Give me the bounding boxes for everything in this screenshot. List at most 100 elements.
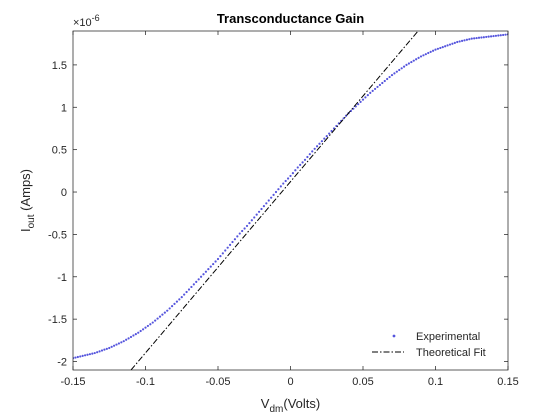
experimental-point [458,40,461,43]
experimental-point [492,34,495,38]
x-tick-label: -0.05 [205,376,230,388]
x-tick-label: 0 [287,376,293,388]
experimental-point [209,265,212,268]
experimental-point [129,335,133,339]
legend-box [366,324,504,364]
experimental-point [117,342,121,345]
y-tick-label: 1.5 [52,60,67,72]
experimental-point [219,255,222,258]
experimental-point [468,38,471,41]
legend: Experimental Theoretical Fit [366,324,504,364]
theoretical-fit-line [130,31,419,370]
experimental-point [183,293,186,296]
experimental-point [482,36,485,39]
experimental-point [453,41,456,44]
experimental-point [236,235,239,238]
experimental-point [202,273,205,276]
experimental-point [487,35,490,38]
chart-title: Transconductance Gain [217,11,364,26]
experimental-point [361,98,365,101]
experimental-point [284,179,287,183]
experimental-point [330,129,333,133]
experimental-point [156,317,159,320]
experimental-point [221,252,224,255]
experimental-point [451,42,454,45]
experimental-point [427,51,430,55]
experimental-point [436,47,440,50]
experimental-point [214,260,217,263]
legend-marker-swatch [392,334,396,338]
experimental-point [103,348,106,351]
experimental-point [168,307,171,310]
experimental-point [378,83,382,87]
experimental-point [502,33,505,37]
experimental-point [224,249,227,252]
legend-entry: Experimental [392,331,480,343]
experimental-point [226,246,229,249]
y-tick-label: -0.5 [48,229,67,241]
experimental-point [178,298,181,301]
experimental-point [424,53,427,56]
experimental-point [485,35,488,39]
legend-entry: Theoretical Fit [372,347,486,359]
experimental-point [494,34,498,37]
experimental-point [419,55,423,58]
experimental-point [86,353,89,356]
experimental-point [383,79,386,83]
legend-label: Experimental [416,331,480,343]
experimental-point [422,54,425,57]
experimental-point [137,331,140,334]
experimental-point [325,134,328,138]
experimental-point [228,243,232,246]
experimental-point [366,94,369,97]
experimental-point [402,65,406,68]
experimental-point [204,270,208,273]
experimental-point [398,68,401,72]
experimental-point [127,337,130,340]
y-axis-ticks: -2 -1.5 -1 -0.5 0 0.5 1 1.5 [48,60,508,369]
experimental-point [400,67,403,70]
experimental-point [105,347,108,350]
experimental-point [291,171,295,175]
experimental-point [139,329,142,333]
experimental-point [144,326,147,329]
experimental-point [81,354,84,357]
experimental-point [381,81,384,85]
experimental-point [296,166,299,169]
experimental-point [207,268,210,271]
y-tick-label: -1 [57,272,67,284]
experimental-point [146,324,150,328]
y-tick-label: 0 [61,187,67,199]
experimental-point [231,240,234,244]
y-axis-exponent: ×10-6 [73,13,100,29]
legend-label: Theoretical Fit [416,347,486,359]
experimental-point [412,59,415,62]
experimental-point [311,150,314,153]
experimental-point [395,70,398,73]
experimental-point [352,107,355,110]
experimental-point [195,280,198,283]
experimental-point [141,328,145,331]
experimental-point [373,87,377,91]
experimental-point [274,190,278,194]
x-label-rest: (Volts) [283,396,320,411]
experimental-point [504,33,507,36]
experimental-point [405,63,408,66]
experimental-point [473,37,476,40]
experimental-point [120,341,123,344]
experimental-point [279,185,282,188]
experimental-point [170,305,174,308]
plot-area-frame [72,30,509,371]
experimental-point [173,302,176,305]
experimental-point [407,62,411,65]
experimental-point [306,155,309,159]
experimental-point [255,213,258,216]
y-tick-label: 0.5 [52,145,67,157]
experimental-point [175,300,179,303]
experimental-point [76,355,79,359]
experimental-point [299,163,302,167]
experimental-point [149,323,152,326]
experimental-point [477,36,481,39]
y-label-sub: out [26,214,37,228]
